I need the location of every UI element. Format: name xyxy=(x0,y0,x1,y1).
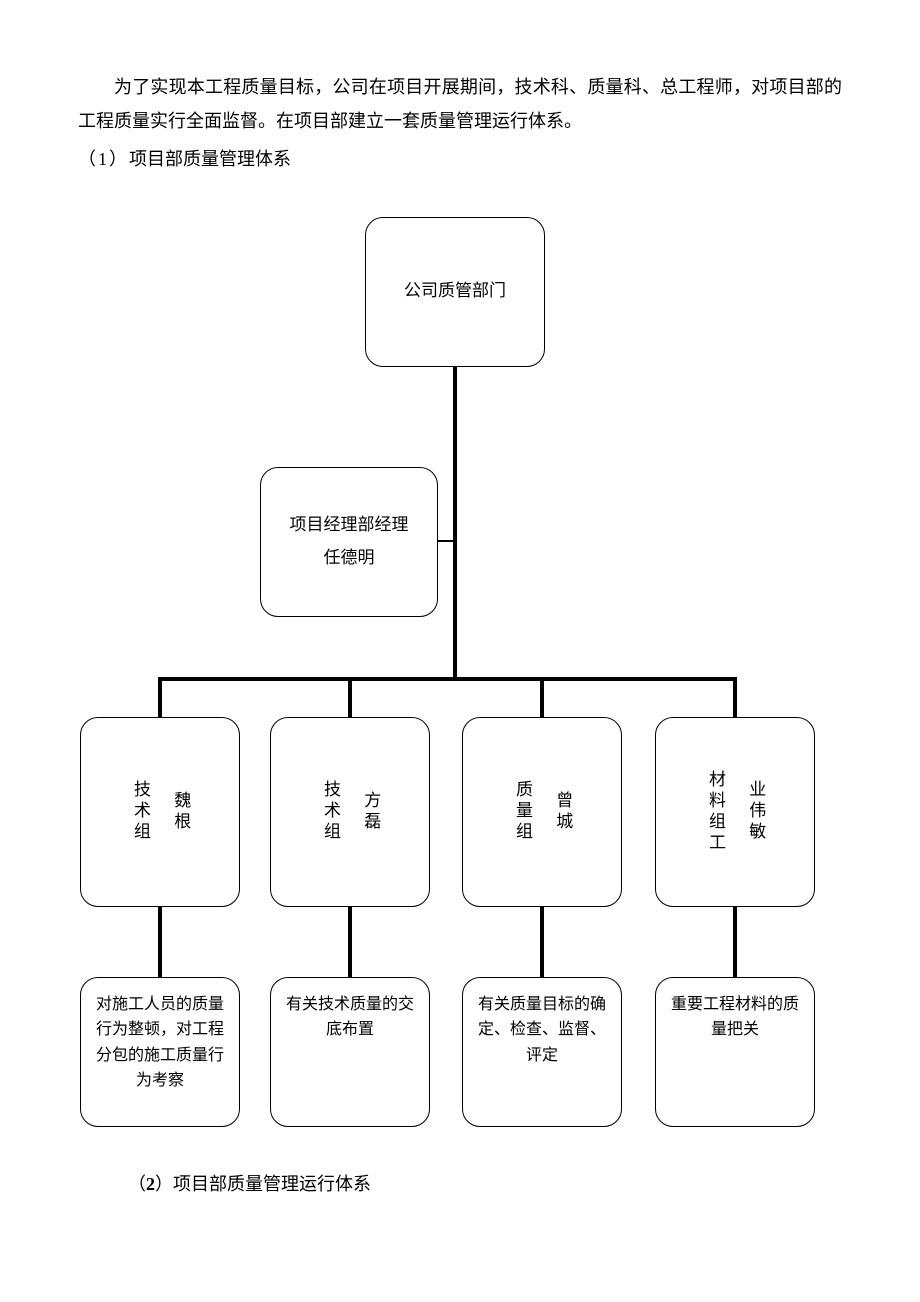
edge-root-down xyxy=(453,367,457,677)
node-desc-1: 对施工人员的质量行为整顿，对工程分包的施工质量行为考察 xyxy=(80,977,240,1127)
edge-team1-desc xyxy=(158,907,162,977)
team2-col1: 技术组 xyxy=(314,780,346,843)
edge-team3-desc xyxy=(540,907,544,977)
team1-col1: 技术组 xyxy=(124,780,156,843)
node-team-1: 技术组 魏根 xyxy=(80,717,240,907)
node-team-3: 质量组 曾城 xyxy=(462,717,622,907)
team4-col2: 业伟敏 xyxy=(739,780,771,843)
section-num: （1） xyxy=(78,149,129,169)
team1-col2: 魏根 xyxy=(164,791,196,833)
team2-col2: 方磊 xyxy=(354,791,386,833)
edge-drop-2 xyxy=(348,677,352,717)
section-2-title: 项目部质量管理运行体系 xyxy=(173,1174,371,1194)
desc3-text: 有关质量目标的确定、检查、监督、评定 xyxy=(471,992,613,1069)
manager-name: 任德明 xyxy=(324,542,375,574)
node-desc-4: 重要工程材料的质量把关 xyxy=(655,977,815,1127)
edge-manager-branch xyxy=(438,540,453,542)
desc2-text: 有关技术质量的交底布置 xyxy=(279,992,421,1043)
manager-title: 项目经理部经理 xyxy=(290,509,409,541)
node-desc-3: 有关质量目标的确定、检查、监督、评定 xyxy=(462,977,622,1127)
edge-drop-1 xyxy=(158,677,162,717)
desc1-text: 对施工人员的质量行为整顿，对工程分包的施工质量行为考察 xyxy=(89,992,231,1094)
edge-horizontal-bar xyxy=(158,677,737,681)
team3-col2: 曾城 xyxy=(546,791,578,833)
node-desc-2: 有关技术质量的交底布置 xyxy=(270,977,430,1127)
node-team-2: 技术组 方磊 xyxy=(270,717,430,907)
section-title: 项目部质量管理体系 xyxy=(129,149,291,169)
section-2-heading: （2）项目部质量管理运行体系 xyxy=(78,1167,842,1201)
node-root-label: 公司质管部门 xyxy=(404,275,506,307)
org-chart: 公司质管部门 项目经理部经理 任德明 技术组 魏根 技术组 方磊 质量组 曾城 … xyxy=(80,217,840,1137)
edge-team2-desc xyxy=(348,907,352,977)
desc4-text: 重要工程材料的质量把关 xyxy=(664,992,806,1043)
edge-drop-3 xyxy=(540,677,544,717)
team4-col1: 材料组工 xyxy=(699,770,731,854)
team3-col1: 质量组 xyxy=(506,780,538,843)
section-2-num: 2 xyxy=(146,1174,155,1194)
node-manager: 项目经理部经理 任德明 xyxy=(260,467,438,617)
edge-team4-desc xyxy=(733,907,737,977)
intro-paragraph: 为了实现本工程质量目标，公司在项目开展期间，技术科、质量科、总工程师，对项目部的… xyxy=(78,70,842,138)
node-team-4: 材料组工 业伟敏 xyxy=(655,717,815,907)
section-1-heading: （1）项目部质量管理体系 xyxy=(78,142,842,176)
edge-drop-4 xyxy=(733,677,737,717)
node-root: 公司质管部门 xyxy=(365,217,545,367)
